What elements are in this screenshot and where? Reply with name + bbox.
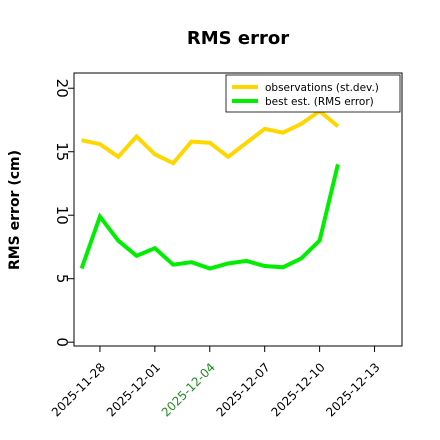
legend: observations (st.dev.) best est. (RMS er… <box>225 74 401 113</box>
legend-label-best-estimate: best est. (RMS error) <box>265 96 374 108</box>
x-axis: 2025-11-282025-12-012025-12-042025-12-07… <box>49 346 383 419</box>
x-tick-label-3: 2025-12-07 <box>214 360 273 419</box>
x-tick-label-2: 2025-12-04 <box>159 360 218 419</box>
x-tick-label-0: 2025-11-28 <box>49 360 108 419</box>
series-layer <box>79 108 340 271</box>
x-tick-label-4: 2025-12-10 <box>269 360 328 419</box>
y-tick-label-0: 0 <box>53 337 71 347</box>
legend-label-observations: observations (st.dev.) <box>265 82 379 94</box>
x-tick-label-1: 2025-12-01 <box>104 360 163 419</box>
chart-title: RMS error <box>187 28 289 49</box>
legend-box <box>225 74 401 113</box>
y-axis-label: RMS error (cm) <box>7 150 23 270</box>
y-tick-label-4: 20 <box>53 79 71 98</box>
series-line-0 <box>81 108 340 166</box>
y-axis: 0 5 10 15 20 <box>53 79 74 347</box>
series-line-1 <box>79 163 340 271</box>
plot-frame <box>73 72 403 347</box>
x-tick-label-5: 2025-12-13 <box>323 360 382 419</box>
y-tick-label-3: 15 <box>53 142 71 161</box>
y-tick-label-1: 5 <box>53 274 71 284</box>
y-tick-label-2: 10 <box>53 206 71 225</box>
